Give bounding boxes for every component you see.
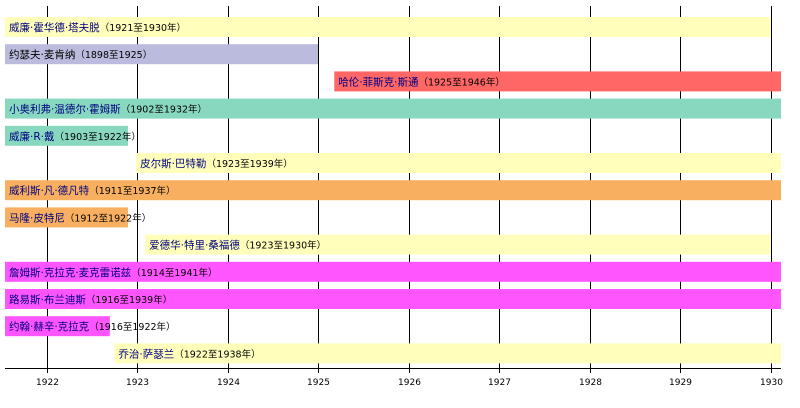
bar-name: 威廉·R·戴 — [9, 130, 55, 143]
bar-label-12: 约翰·赫辛·克拉克（1916至1922年） — [9, 320, 176, 333]
bar-label-8: 马隆·皮特尼（1912至1922年） — [9, 211, 151, 224]
bar-years: （1911至1937年） — [89, 185, 175, 197]
bar-years: （1903至1922年） — [54, 131, 140, 143]
tick-label-1928: 1928 — [579, 378, 602, 388]
bar-7 — [5, 180, 781, 201]
bar-12 — [5, 316, 110, 337]
tick-label-1930: 1930 — [760, 378, 783, 388]
bar-10 — [5, 261, 781, 282]
bar-years: （1921至1930年） — [100, 22, 186, 34]
bar-years: （1922至1938年） — [174, 348, 260, 360]
x-axis: 1922 1923 1924 1925 1926 1927 1928 1929 1930 — [5, 368, 783, 388]
bar-years: （1923至1939年） — [206, 158, 292, 170]
bar-name: 詹姆斯·克拉克·麦克雷诺兹 — [9, 266, 131, 279]
bar-name: 小奥利弗·温德尔·霍姆斯 — [9, 103, 121, 116]
bar-label-5: 威廉·R·戴（1903至1922年） — [9, 130, 141, 143]
bar-years: （1912至1922年） — [65, 212, 151, 224]
bar-2 — [5, 44, 318, 65]
bar-label-2: 约瑟夫·麦肯纳（1898至1925） — [9, 48, 152, 61]
tick-label-1927: 1927 — [488, 378, 511, 388]
bar-label-1: 威廉·霍华德·塔夫脱（1921至1930年） — [9, 21, 186, 34]
bar-years: （1916至1922年） — [89, 321, 175, 333]
bar-years: （1902至1932年） — [121, 104, 207, 116]
bar-name: 爱德华·特里·桑福德 — [149, 239, 240, 252]
bar-5 — [5, 125, 128, 146]
bar-years: （1914至1941年） — [131, 267, 217, 279]
timeline-bars: 威廉·霍华德·塔夫脱（1921至1930年） 约瑟夫·麦肯纳（1898至1925）… — [5, 17, 782, 364]
bar-13 — [114, 343, 781, 364]
tick-label-1926: 1926 — [398, 378, 421, 388]
bar-name: 约翰·赫辛·克拉克 — [9, 320, 90, 333]
bar-name: 乔治·萨瑟兰 — [118, 347, 174, 360]
bar-label-11: 路易斯·布兰迪斯（1916至1939年） — [9, 293, 172, 306]
bar-name: 路易斯·布兰迪斯 — [9, 293, 86, 306]
bar-label-10: 詹姆斯·克拉克·麦克雷诺兹（1914至1941年） — [9, 266, 218, 279]
bar-label-4: 小奥利弗·温德尔·霍姆斯（1902至1932年） — [9, 103, 207, 116]
bar-label-7: 威利斯·凡·德凡特（1911至1937年） — [9, 184, 176, 197]
bar-8 — [5, 207, 128, 228]
bar-3 — [334, 71, 781, 92]
tick-label-1923: 1923 — [126, 378, 149, 388]
bar-name: 哈伦·菲斯克·斯通 — [338, 75, 419, 88]
bar-years: （1898至1925） — [75, 49, 152, 61]
bar-1 — [5, 17, 771, 37]
bar-name: 威利斯·凡·德凡特 — [9, 184, 90, 197]
tick-label-1924: 1924 — [217, 378, 240, 388]
tick-label-1922: 1922 — [36, 378, 59, 388]
tick-label-1925: 1925 — [307, 378, 330, 388]
bar-years: （1923至1930年） — [240, 240, 326, 252]
bar-9 — [145, 234, 771, 255]
bar-name: 威廉·霍华德·塔夫脱 — [9, 21, 100, 34]
bar-name: 约瑟夫·麦肯纳 — [9, 48, 75, 61]
bar-years: （1925至1946年） — [418, 76, 504, 88]
bar-11 — [5, 289, 781, 309]
bar-label-9: 爱德华·特里·桑福德（1923至1930年） — [149, 239, 326, 252]
bar-years: （1916至1939年） — [86, 294, 172, 306]
bar-4 — [5, 98, 781, 119]
bar-name: 马隆·皮特尼 — [9, 211, 65, 224]
bar-6 — [136, 153, 782, 173]
bar-label-13: 乔治·萨瑟兰（1922至1938年） — [118, 347, 260, 360]
bar-label-6: 皮尔斯·巴特勒（1923至1939年） — [140, 157, 293, 170]
bar-name: 皮尔斯·巴特勒 — [140, 157, 206, 170]
bar-label-3: 哈伦·菲斯克·斯通（1925至1946年） — [338, 75, 505, 88]
tick-label-1929: 1929 — [669, 378, 692, 388]
